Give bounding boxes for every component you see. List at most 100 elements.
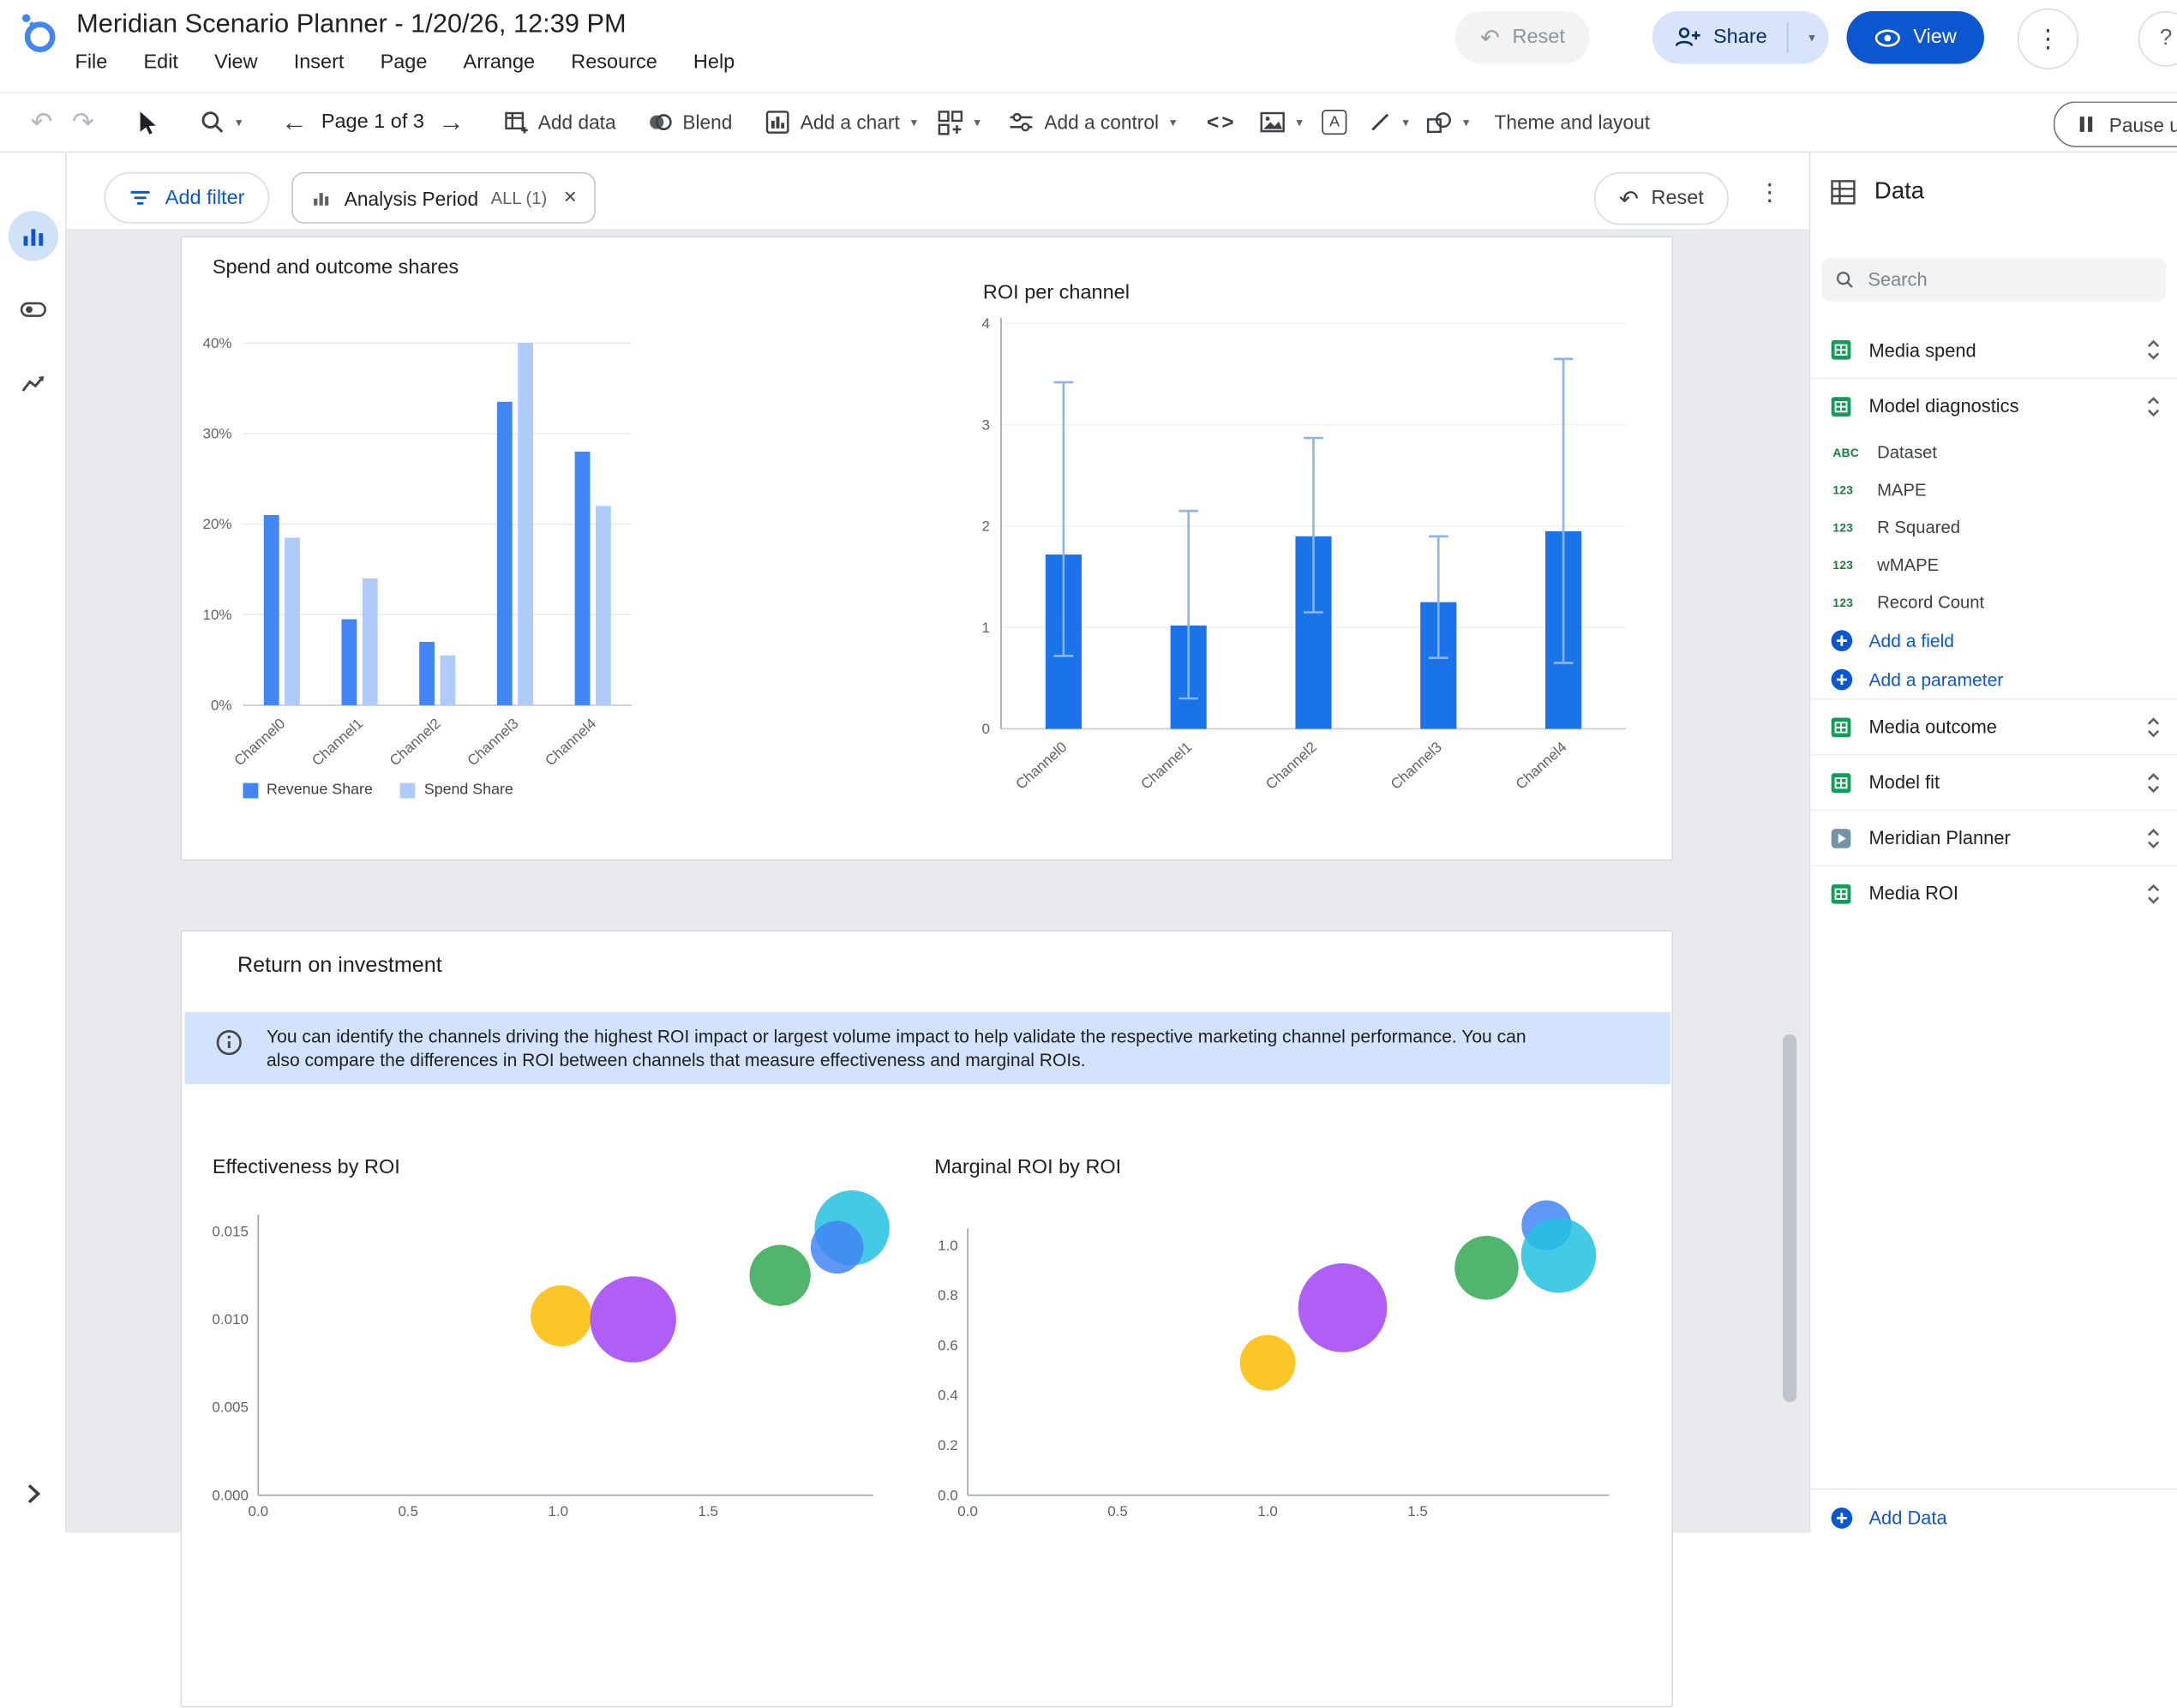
line-caret-icon: ▾ bbox=[1402, 114, 1409, 129]
share-button[interactable]: Share ▾ bbox=[1652, 10, 1829, 64]
unfold-icon[interactable] bbox=[2145, 770, 2162, 794]
rail-controls-tab[interactable] bbox=[9, 285, 58, 334]
add-control-button[interactable]: Add a control ▾ bbox=[1008, 110, 1176, 135]
data-source-model-diagnostics[interactable]: Model diagnostics bbox=[1810, 377, 2177, 434]
rail-trends-tab[interactable] bbox=[9, 358, 58, 408]
blend-button[interactable]: Blend bbox=[646, 110, 732, 135]
report-canvas[interactable]: Spend and outcome shares 0% 10% 20% 30% 40% C… bbox=[66, 230, 1809, 1708]
embed-button[interactable]: <> bbox=[1207, 111, 1237, 135]
add-field-button[interactable]: Add a field bbox=[1810, 620, 2177, 659]
field-mape[interactable]: 123 MAPE bbox=[1810, 470, 2177, 508]
line-icon bbox=[1371, 113, 1389, 131]
community-viz-button[interactable]: ▾ bbox=[937, 109, 981, 135]
field-record-count[interactable]: 123 Record Count bbox=[1810, 583, 2177, 620]
add-data-button[interactable]: Add data bbox=[503, 110, 616, 135]
effectiveness-by-roi-chart[interactable]: 0.000 0.005 0.010 0.015 0.0 0.5 1.0 1.5 bbox=[195, 1182, 890, 1534]
svg-text:10%: 10% bbox=[203, 607, 232, 623]
svg-text:30%: 30% bbox=[203, 425, 232, 441]
share-caret-icon[interactable]: ▾ bbox=[1808, 29, 1815, 45]
menu-insert[interactable]: Insert bbox=[293, 51, 345, 74]
charts-card-bottom[interactable]: Return on investment You can identify th… bbox=[180, 930, 1674, 1708]
data-source-media-spend[interactable]: Media spend bbox=[1810, 322, 2177, 378]
roi-per-channel-chart[interactable]: 0 1 2 3 4 Channel0 Channel1 Channel2 Channel3 Cha… bbox=[959, 307, 1653, 837]
menu-resource[interactable]: Resource bbox=[571, 51, 657, 74]
analysis-period-chip[interactable]: Analysis Period ALL (1) × bbox=[291, 171, 597, 224]
rail-report-tab[interactable] bbox=[8, 211, 59, 261]
report-title[interactable]: Meridian Scenario Planner - 1/20/26, 12:… bbox=[76, 9, 627, 39]
bubble-point[interactable] bbox=[1520, 1218, 1597, 1293]
marginal-roi-by-roi-chart[interactable]: 0.0 0.2 0.4 0.6 0.8 1.0 0.0 0.5 1.0 1.5 bbox=[918, 1182, 1626, 1534]
looker-studio-logo[interactable] bbox=[13, 7, 63, 57]
data-search[interactable] bbox=[1821, 258, 2167, 302]
data-source-model-fit[interactable]: Model fit bbox=[1810, 753, 2177, 810]
select-tool-button[interactable] bbox=[136, 109, 159, 135]
view-button[interactable]: View bbox=[1846, 10, 1985, 64]
control-icon bbox=[1010, 112, 1033, 132]
bubble-point[interactable] bbox=[1239, 1334, 1296, 1391]
data-source-meridian-planner[interactable]: Meridian Planner bbox=[1810, 809, 2177, 865]
undo-button[interactable]: ↶ bbox=[30, 107, 53, 137]
prev-page-button[interactable]: ← bbox=[280, 107, 308, 137]
page-indicator-label: Page 1 of 3 bbox=[321, 111, 424, 134]
menu-edit[interactable]: Edit bbox=[143, 51, 178, 74]
svg-text:3: 3 bbox=[982, 417, 990, 433]
shape-button[interactable]: ▾ bbox=[1425, 111, 1469, 135]
bubble-point[interactable] bbox=[590, 1276, 676, 1363]
info-banner: You can identify the channels driving th… bbox=[184, 1011, 1670, 1085]
unfold-icon[interactable] bbox=[2145, 338, 2162, 363]
bubble-point[interactable] bbox=[749, 1244, 811, 1306]
header-reset-button[interactable]: ↶ Reset bbox=[1454, 10, 1591, 64]
filter-reset-button[interactable]: ↶ Reset bbox=[1593, 171, 1730, 225]
next-page-button[interactable]: → bbox=[438, 107, 465, 137]
theme-layout-button[interactable]: Theme and layout bbox=[1494, 111, 1650, 134]
filter-more-options-button[interactable]: ⋮ bbox=[1757, 178, 1782, 206]
unfold-icon[interactable] bbox=[2145, 714, 2162, 739]
canvas-scrollbar[interactable] bbox=[1783, 1034, 1797, 1403]
chip-close-icon[interactable]: × bbox=[563, 185, 577, 209]
help-button[interactable]: ? bbox=[2138, 10, 2177, 67]
data-source-label: Model fit bbox=[1868, 771, 1940, 793]
image-button[interactable]: ▾ bbox=[1259, 111, 1303, 134]
bubble-point[interactable] bbox=[1454, 1236, 1519, 1300]
data-source-media-roi[interactable]: Media ROI bbox=[1810, 865, 2177, 920]
menu-arrange[interactable]: Arrange bbox=[463, 51, 536, 74]
pause-updates-button[interactable]: Pause u bbox=[2053, 101, 2177, 147]
field-wmape[interactable]: 123 wMAPE bbox=[1810, 546, 2177, 584]
data-source-media-outcome[interactable]: Media outcome bbox=[1810, 698, 2177, 754]
sheets-icon bbox=[1831, 396, 1851, 417]
spend-outcome-shares-chart[interactable]: 0% 10% 20% 30% 40% Channel0 Channel1 Channel2 Ch… bbox=[193, 293, 887, 804]
page-indicator[interactable]: Page 1 of 3 bbox=[321, 111, 424, 134]
charts-card-top[interactable]: Spend and outcome shares 0% 10% 20% 30% 40% C… bbox=[180, 236, 1674, 861]
bubble-point[interactable] bbox=[810, 1220, 864, 1274]
bubble-point[interactable] bbox=[531, 1285, 592, 1347]
menu-view[interactable]: View bbox=[214, 51, 258, 74]
line-button[interactable]: ▾ bbox=[1370, 111, 1409, 134]
community-viz-icon bbox=[937, 110, 963, 135]
theme-layout-label: Theme and layout bbox=[1494, 111, 1651, 134]
field-dataset[interactable]: ABC Dataset bbox=[1810, 433, 2177, 470]
bubble-point[interactable] bbox=[1298, 1263, 1388, 1352]
data-source-label: Media ROI bbox=[1868, 883, 1958, 904]
zoom-tool-button[interactable]: ▾ bbox=[200, 110, 242, 135]
svg-text:1.5: 1.5 bbox=[1407, 1503, 1428, 1519]
text-button[interactable]: A bbox=[1322, 109, 1347, 135]
expand-rail-button[interactable] bbox=[11, 1471, 56, 1516]
add-filter-button[interactable]: Add filter bbox=[104, 171, 270, 224]
add-parameter-button[interactable]: Add a parameter bbox=[1810, 659, 2177, 698]
redo-button[interactable]: ↷ bbox=[72, 107, 94, 137]
unfold-icon[interactable] bbox=[2145, 825, 2162, 850]
unfold-icon[interactable] bbox=[2145, 881, 2162, 906]
svg-text:0%: 0% bbox=[211, 698, 232, 714]
add-chart-button[interactable]: Add a chart ▾ bbox=[765, 110, 917, 135]
unfold-icon[interactable] bbox=[2145, 393, 2162, 418]
menu-help[interactable]: Help bbox=[693, 51, 735, 74]
add-data-button[interactable]: Add Data bbox=[1810, 1488, 2177, 1531]
field-r-squared[interactable]: 123 R Squared bbox=[1810, 508, 2177, 546]
field-name: Record Count bbox=[1877, 591, 1985, 612]
more-options-button[interactable]: ⋮ bbox=[2017, 8, 2079, 69]
menu-page[interactable]: Page bbox=[380, 51, 428, 74]
menu-file[interactable]: File bbox=[75, 51, 108, 74]
svg-text:1.0: 1.0 bbox=[1257, 1503, 1278, 1519]
search-input[interactable] bbox=[1865, 267, 2152, 292]
svg-text:0.010: 0.010 bbox=[212, 1311, 249, 1327]
